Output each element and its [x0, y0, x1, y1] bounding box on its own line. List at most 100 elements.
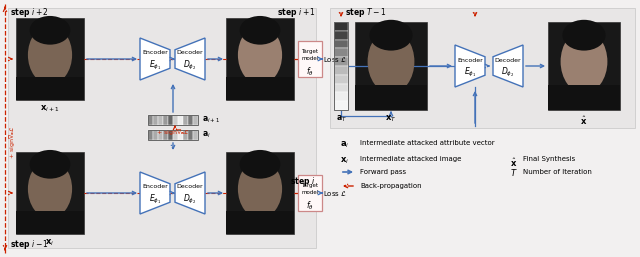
Ellipse shape — [28, 25, 72, 84]
Bar — [178, 130, 183, 140]
Bar — [188, 115, 193, 125]
Bar — [298, 41, 322, 77]
Text: $\mathbf{a}_i$: $\mathbf{a}_i$ — [340, 140, 349, 151]
Text: $E_{\phi_1}$: $E_{\phi_1}$ — [464, 65, 476, 79]
Polygon shape — [493, 45, 523, 87]
Bar — [193, 130, 198, 140]
Text: $D_{\phi_2}$: $D_{\phi_2}$ — [183, 192, 196, 206]
Text: $D_{\phi_2}$: $D_{\phi_2}$ — [501, 65, 515, 79]
Text: $\mathbf{x}_{i+1}$: $\mathbf{x}_{i+1}$ — [40, 104, 60, 115]
Bar — [226, 152, 294, 234]
Bar — [226, 18, 294, 100]
Bar — [334, 22, 348, 110]
Text: $\mathbf{a}_{i}$: $\mathbf{a}_{i}$ — [202, 130, 211, 140]
Text: Back-propagation: Back-propagation — [360, 183, 422, 189]
Text: model: model — [301, 190, 319, 195]
Text: $\hat{\mathbf{x}}$: $\hat{\mathbf{x}}$ — [510, 156, 517, 169]
Bar — [334, 84, 348, 93]
Bar — [158, 130, 163, 140]
Bar — [298, 175, 322, 211]
Text: Forward pass: Forward pass — [360, 169, 406, 175]
Ellipse shape — [563, 20, 605, 51]
Bar — [153, 115, 158, 125]
Bar — [334, 75, 348, 84]
Bar — [334, 93, 348, 101]
Bar — [178, 115, 183, 125]
Bar — [16, 152, 84, 234]
Ellipse shape — [561, 30, 607, 93]
Polygon shape — [455, 45, 485, 87]
Bar — [334, 66, 348, 75]
Text: $\mathbf{x}_i$: $\mathbf{x}_i$ — [340, 156, 349, 167]
Ellipse shape — [29, 150, 70, 179]
Ellipse shape — [29, 16, 70, 45]
Polygon shape — [140, 38, 170, 80]
Bar — [334, 40, 348, 48]
Text: Intermediate attacked attribute vector: Intermediate attacked attribute vector — [360, 140, 495, 146]
Ellipse shape — [28, 159, 72, 218]
Text: step $T-1$: step $T-1$ — [345, 6, 387, 19]
Bar — [548, 22, 620, 110]
Text: step $i+2$: step $i+2$ — [10, 6, 49, 19]
Text: $f_\theta$: $f_\theta$ — [306, 65, 314, 78]
Bar — [355, 85, 427, 110]
Text: Final Synthesis: Final Synthesis — [523, 156, 575, 162]
Bar — [153, 130, 158, 140]
Bar — [226, 211, 294, 234]
Text: Decoder: Decoder — [177, 185, 204, 189]
Bar — [148, 130, 198, 140]
Text: step $i+1$: step $i+1$ — [277, 6, 316, 19]
Bar — [183, 130, 188, 140]
Text: Target: Target — [301, 49, 319, 54]
Bar — [16, 211, 84, 234]
Polygon shape — [175, 172, 205, 214]
Bar — [173, 130, 178, 140]
Bar — [355, 22, 427, 110]
Text: Target: Target — [301, 183, 319, 188]
Bar — [163, 115, 168, 125]
Text: $\mathbf{a}_{i+1}$: $\mathbf{a}_{i+1}$ — [202, 115, 220, 125]
Bar — [334, 22, 348, 31]
Text: Number of Iteration: Number of Iteration — [523, 169, 592, 175]
Text: $+$ sign$\nabla_\mathbf{a}\mathcal{L}$: $+$ sign$\nabla_\mathbf{a}\mathcal{L}$ — [156, 127, 190, 137]
Bar — [16, 77, 84, 100]
Text: $\hat{\mathbf{x}}$: $\hat{\mathbf{x}}$ — [580, 114, 588, 126]
Ellipse shape — [367, 30, 415, 93]
Text: $+$ sign$\nabla_\mathbf{x}\mathcal{L}$: $+$ sign$\nabla_\mathbf{x}\mathcal{L}$ — [7, 125, 17, 159]
Ellipse shape — [238, 25, 282, 84]
Bar — [158, 115, 163, 125]
Text: $E_{\phi_1}$: $E_{\phi_1}$ — [148, 58, 161, 72]
Bar — [334, 101, 348, 110]
Bar — [188, 130, 193, 140]
Bar — [8, 8, 316, 248]
Bar — [148, 115, 153, 125]
Bar — [183, 115, 188, 125]
Text: Encoder: Encoder — [457, 58, 483, 62]
Bar — [548, 85, 620, 110]
Text: Encoder: Encoder — [142, 50, 168, 56]
Text: $E_{\phi_1}$: $E_{\phi_1}$ — [148, 192, 161, 206]
Ellipse shape — [239, 16, 280, 45]
Text: $f_\theta$: $f_\theta$ — [306, 199, 314, 212]
Ellipse shape — [239, 150, 280, 179]
Bar — [330, 8, 635, 128]
Text: step $i-1$: step $i-1$ — [10, 238, 49, 251]
Bar — [334, 31, 348, 40]
Bar — [148, 115, 198, 125]
Polygon shape — [140, 172, 170, 214]
Bar — [168, 115, 173, 125]
Text: Loss $\mathcal{L}$: Loss $\mathcal{L}$ — [323, 54, 348, 63]
Bar — [148, 130, 153, 140]
Text: $T$: $T$ — [510, 167, 518, 178]
Bar — [173, 115, 178, 125]
Bar — [193, 115, 198, 125]
Bar — [226, 77, 294, 100]
Bar — [163, 130, 168, 140]
Text: step $i$: step $i$ — [291, 175, 316, 188]
Bar — [16, 18, 84, 100]
Bar — [334, 57, 348, 66]
Text: $\mathbf{x}_{i}$: $\mathbf{x}_{i}$ — [45, 238, 54, 249]
Text: Intermediate attacked image: Intermediate attacked image — [360, 156, 461, 162]
Ellipse shape — [238, 159, 282, 218]
Bar — [334, 48, 348, 57]
